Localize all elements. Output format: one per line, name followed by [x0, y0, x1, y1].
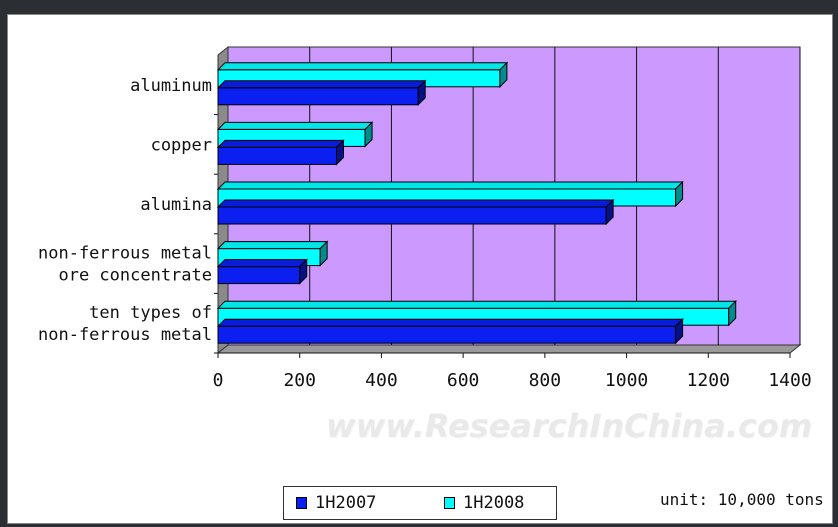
- category-label-4-line1: non-ferrous metal: [38, 325, 212, 345]
- category-label-3-line0: non-ferrous metal: [38, 244, 212, 264]
- legend: 1H2007 1H2008: [283, 486, 557, 520]
- chart-frame: 0 200 400 600 800 1000 1200 1400 aluminum copper a…: [7, 14, 833, 524]
- watermark-text: www.ResearchInChina.com: [326, 407, 813, 445]
- x-tick-label-1400: 1400: [768, 370, 811, 391]
- category-label-1: copper: [151, 135, 212, 155]
- legend-item-1h2008: 1H2008: [444, 493, 524, 513]
- x-tick-label-1200: 1200: [687, 370, 730, 391]
- legend-swatch-1h2008: [444, 497, 455, 509]
- x-tick-label-0: 0: [213, 370, 224, 391]
- x-tick-label-400: 400: [365, 370, 398, 391]
- category-label-0: aluminum: [130, 76, 212, 96]
- legend-label-1h2007: 1H2007: [315, 493, 377, 513]
- x-tick-label-600: 600: [447, 370, 480, 391]
- x-tick-label-1000: 1000: [605, 370, 648, 391]
- floor: [216, 344, 802, 354]
- bar-1H2007-1: [216, 139, 345, 166]
- legend-label-1h2008: 1H2008: [463, 493, 525, 513]
- x-tick-label-200: 200: [283, 370, 316, 391]
- bar-1H2007-0: [216, 79, 427, 107]
- legend-swatch-1h2007: [296, 497, 307, 509]
- bar-1H2007-4: [216, 317, 684, 345]
- legend-item-1h2007: 1H2007: [296, 493, 376, 513]
- bar-chart: 0 200 400 600 800 1000 1200 1400 aluminum copper a…: [38, 45, 812, 391]
- unit-note: unit: 10,000 tons: [660, 490, 824, 509]
- category-label-4-line0: ten types of: [89, 303, 212, 323]
- x-tick-label-800: 800: [529, 370, 562, 391]
- bar-1H2007-2: [216, 198, 615, 226]
- category-label-2: alumina: [140, 195, 212, 215]
- bar-1H2007-3: [216, 258, 308, 285]
- category-label-3-line1: ore concentrate: [58, 266, 212, 286]
